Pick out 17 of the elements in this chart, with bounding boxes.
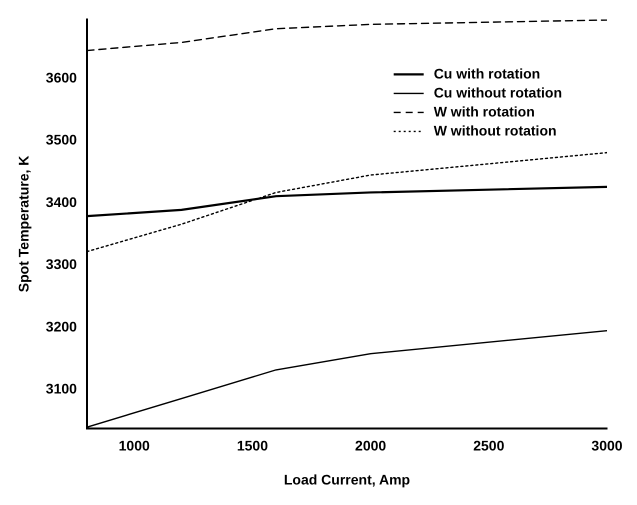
y-axis-title: Spot Temperature, K: [15, 156, 32, 292]
legend-label: Cu without rotation: [434, 84, 562, 100]
legend-label: Cu with rotation: [434, 65, 540, 82]
x-tick-label: 2500: [473, 438, 505, 454]
y-tick-label: 3300: [46, 256, 78, 272]
x-tick-label: 2000: [355, 438, 386, 454]
legend-label: W without rotation: [434, 122, 557, 138]
x-axis-title: Load Current, Amp: [284, 471, 410, 488]
y-tick-label: 3200: [46, 318, 78, 334]
x-tick-label: 3000: [591, 438, 623, 454]
y-tick-label: 3100: [46, 380, 78, 397]
y-tick-label: 3600: [46, 69, 78, 86]
x-tick-label: 1500: [236, 438, 268, 454]
y-tick-label: 3500: [46, 132, 78, 148]
legend-label: W with rotation: [434, 103, 535, 120]
x-tick-label: 1000: [118, 438, 150, 454]
y-tick-label: 3400: [46, 194, 78, 210]
